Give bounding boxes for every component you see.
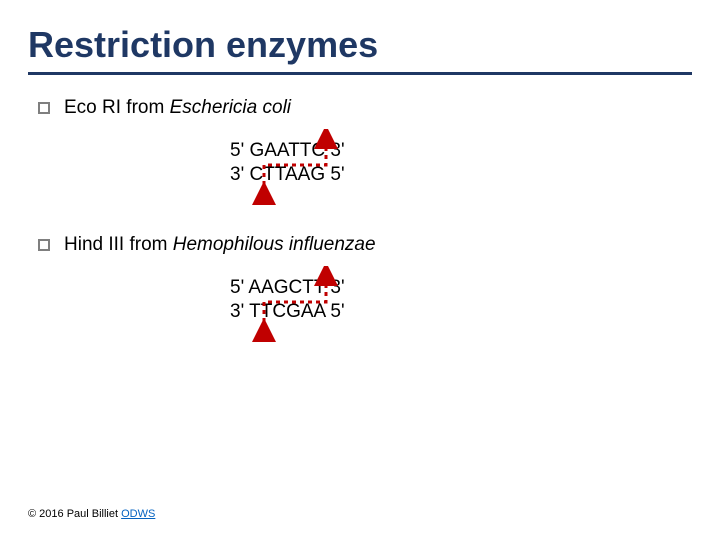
organism-name: Eschericia coli xyxy=(170,97,291,118)
sequence-top: 5' AAGCTT 3' xyxy=(230,276,490,300)
sequence-bottom: 3' CTTAAG 5' xyxy=(230,163,490,187)
footer-link[interactable]: ODWS xyxy=(121,508,155,520)
sequence-top: 5' GAATTC 3' xyxy=(230,139,490,163)
enzyme-prefix: Hind III from xyxy=(64,234,173,255)
bullet-icon xyxy=(38,102,50,114)
enzyme-prefix: Eco RI from xyxy=(64,97,170,118)
sequence-block: 5' GAATTC 3' 3' CTTAAG 5' xyxy=(230,139,490,214)
slide-title: Restriction enzymes xyxy=(0,0,720,72)
bullet-text: Eco RI from Eschericia coli xyxy=(64,97,291,119)
bullet-text: Hind III from Hemophilous influenzae xyxy=(64,234,376,256)
footer: © 2016 Paul Billiet ODWS xyxy=(28,508,155,520)
sequence-block: 5' AAGCTT 3' 3' TTCGAA 5' xyxy=(230,276,490,351)
organism-name: Hemophilous influenzae xyxy=(173,234,376,255)
sequence-bottom: 3' TTCGAA 5' xyxy=(230,300,490,324)
title-underline xyxy=(28,72,692,75)
copyright-text: © 2016 Paul Billiet xyxy=(28,508,121,520)
list-item: Hind III from Hemophilous influenzae xyxy=(0,234,720,256)
bullet-icon xyxy=(38,239,50,251)
list-item: Eco RI from Eschericia coli xyxy=(0,97,720,119)
